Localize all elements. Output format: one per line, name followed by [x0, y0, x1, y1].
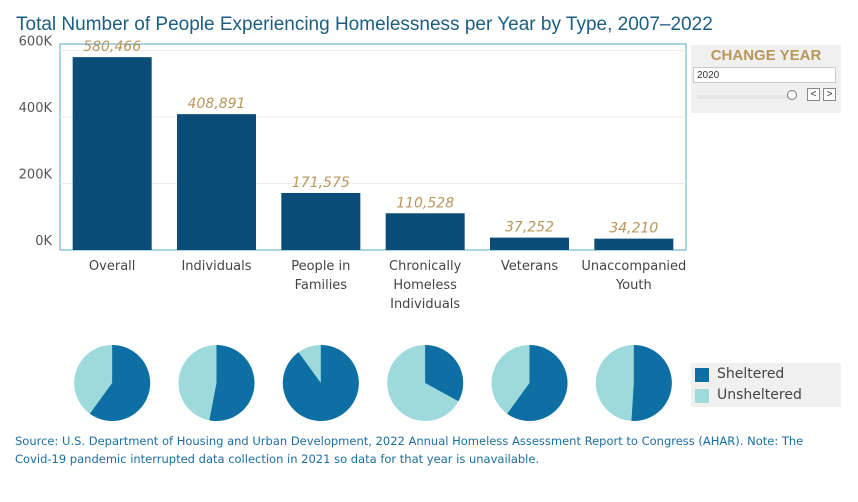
pie-slice-sheltered: [631, 345, 672, 421]
legend: Sheltered Unsheltered: [691, 363, 841, 407]
y-tick-label: 600K: [19, 35, 53, 50]
pie-chart[interactable]: [74, 345, 151, 421]
x-tick-label: Families: [295, 278, 348, 293]
pie-chart[interactable]: [491, 345, 568, 421]
legend-label-sheltered: Sheltered: [717, 366, 785, 382]
x-tick-label: Homeless: [393, 278, 457, 293]
source-note: Source: U.S. Department of Housing and U…: [15, 434, 804, 466]
pie-chart[interactable]: [595, 345, 672, 421]
x-tick-label: People in: [291, 259, 350, 274]
bar[interactable]: [281, 192, 361, 250]
bar-chart: 0K 200K 400K 600K 580,466 Overall 408,891 Indiv…: [19, 35, 687, 312]
y-tick-label: 400K: [19, 101, 53, 116]
next-year-button[interactable]: >: [823, 88, 836, 101]
pie-slice-unsheltered: [595, 345, 672, 421]
bar-value-label: 408,891: [188, 96, 246, 112]
legend-swatch-sheltered: [695, 368, 709, 382]
bar[interactable]: [594, 238, 674, 250]
bar-value-label: 171,575: [292, 175, 350, 191]
x-tick-label: Individuals: [390, 297, 460, 312]
plot-area-frame: [59, 43, 687, 251]
x-tick-label: Overall: [89, 259, 135, 274]
bar-value-label: 580,466: [83, 39, 141, 55]
pie-slice-sheltered: [209, 345, 255, 421]
pie-slice-sheltered: [282, 345, 359, 422]
x-tick-label: Chronically: [389, 259, 462, 274]
bar[interactable]: [490, 237, 569, 250]
pie-slice-unsheltered: [74, 345, 151, 421]
bar[interactable]: [385, 213, 465, 250]
bar-value-label: 34,210: [609, 221, 658, 237]
previous-year-button[interactable]: <: [807, 88, 820, 101]
y-tick-label: 0K: [35, 234, 52, 249]
pie-slice-sheltered: [425, 345, 464, 402]
pie-slice-unsheltered: [387, 345, 464, 421]
pie-chart[interactable]: [178, 345, 255, 421]
bar[interactable]: [72, 57, 152, 250]
pie-slice-sheltered: [507, 345, 568, 421]
x-tick-label: Unaccompanied: [581, 259, 686, 274]
change-year-title: CHANGE YEAR: [710, 47, 822, 64]
pie-slice-unsheltered: [491, 345, 568, 421]
x-tick-label: Individuals: [181, 259, 251, 274]
y-tick-label: 200K: [19, 168, 53, 183]
bar-value-label: 110,528: [396, 195, 454, 211]
bar[interactable]: [177, 114, 256, 250]
change-year-filter: CHANGE YEAR 2020 < >: [691, 45, 841, 113]
pie-slice-sheltered: [89, 345, 151, 421]
year-dropdown[interactable]: 2020: [693, 67, 836, 83]
legend-label-unsheltered: Unsheltered: [717, 387, 802, 403]
x-tick-label: Veterans: [501, 259, 559, 274]
legend-swatch-unsheltered: [695, 389, 709, 403]
year-slider-track[interactable]: [697, 95, 793, 99]
year-slider-thumb[interactable]: [787, 90, 797, 100]
pie-chart[interactable]: [387, 345, 464, 421]
pie-slice-unsheltered: [282, 345, 359, 421]
bar-value-label: 37,252: [505, 220, 554, 236]
pie-slice-unsheltered: [178, 345, 255, 421]
x-tick-label: Youth: [615, 278, 652, 293]
chart-title: Total Number of People Experiencing Home…: [16, 14, 713, 35]
pie-chart[interactable]: [282, 345, 359, 422]
